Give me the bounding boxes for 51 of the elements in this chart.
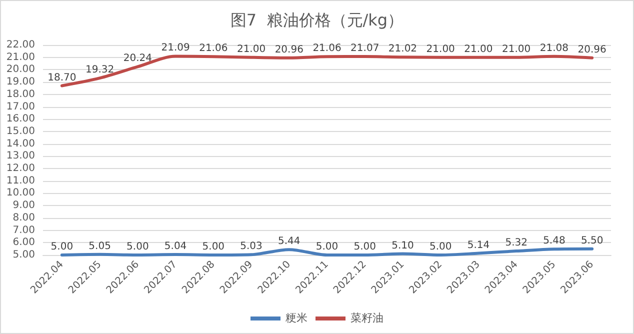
data-label: 21.07 [350, 42, 380, 54]
data-label: 5.00 [202, 242, 225, 252]
y-tick-label: 16.00 [6, 114, 35, 125]
data-label: 5.00 [50, 242, 74, 252]
data-label: 21.00 [426, 44, 455, 55]
y-tick-label: 10.00 [6, 188, 35, 199]
data-label: 5.50 [580, 235, 604, 246]
y-tick-label: 20.00 [6, 64, 35, 76]
y-tick-label: 9.00 [12, 200, 35, 212]
y-tick-label: 7.00 [12, 224, 35, 236]
y-tick-label: 11.00 [6, 175, 35, 186]
data-label: 5.14 [467, 240, 490, 251]
data-label: 5.00 [316, 242, 338, 252]
data-label: 5.03 [240, 241, 262, 252]
y-tick-label: 6.00 [12, 237, 35, 248]
y-tick-label: 14.00 [6, 138, 35, 150]
data-label: 5.05 [88, 240, 111, 252]
data-label: 5.10 [392, 240, 414, 252]
chart-title: 图7 粮油价格（元/kg） [230, 10, 404, 30]
data-label: 5.32 [505, 238, 528, 249]
data-label: 20.96 [578, 44, 606, 56]
legend-label: 菜籽油 [350, 312, 384, 324]
data-label: 21.06 [312, 43, 342, 54]
y-tick-label: 5.00 [12, 250, 35, 260]
data-label: 5.00 [126, 242, 149, 252]
data-label: 5.44 [278, 236, 300, 248]
data-label: 21.00 [236, 44, 266, 55]
y-tick-label: 18.00 [6, 88, 35, 100]
y-tick-label: 15.00 [6, 126, 35, 137]
y-tick-label: 19.00 [6, 76, 35, 88]
y-tick-label: 17.00 [6, 101, 35, 112]
data-label: 21.02 [388, 44, 418, 55]
y-tick-label: 13.00 [6, 150, 35, 162]
data-label: 5.04 [164, 241, 187, 252]
data-label: 21.08 [540, 42, 569, 54]
data-label: 21.09 [161, 42, 190, 54]
data-label: 5.00 [354, 242, 376, 252]
data-label: 18.70 [48, 72, 76, 84]
data-label: 21.00 [464, 44, 493, 55]
data-label: 21.06 [199, 43, 228, 54]
y-tick-label: 21.00 [6, 52, 35, 63]
data-label: 20.24 [123, 53, 152, 64]
y-tick-label: 22.00 [6, 40, 35, 50]
data-label: 20.96 [274, 44, 304, 56]
data-label: 5.00 [429, 242, 452, 252]
legend-label: 粳米 [286, 312, 308, 324]
data-label: 5.48 [543, 236, 566, 247]
y-tick-label: 8.00 [12, 212, 35, 224]
data-label: 19.32 [85, 64, 114, 76]
y-tick-label: 12.00 [6, 163, 35, 174]
data-label: 21.00 [502, 44, 531, 55]
